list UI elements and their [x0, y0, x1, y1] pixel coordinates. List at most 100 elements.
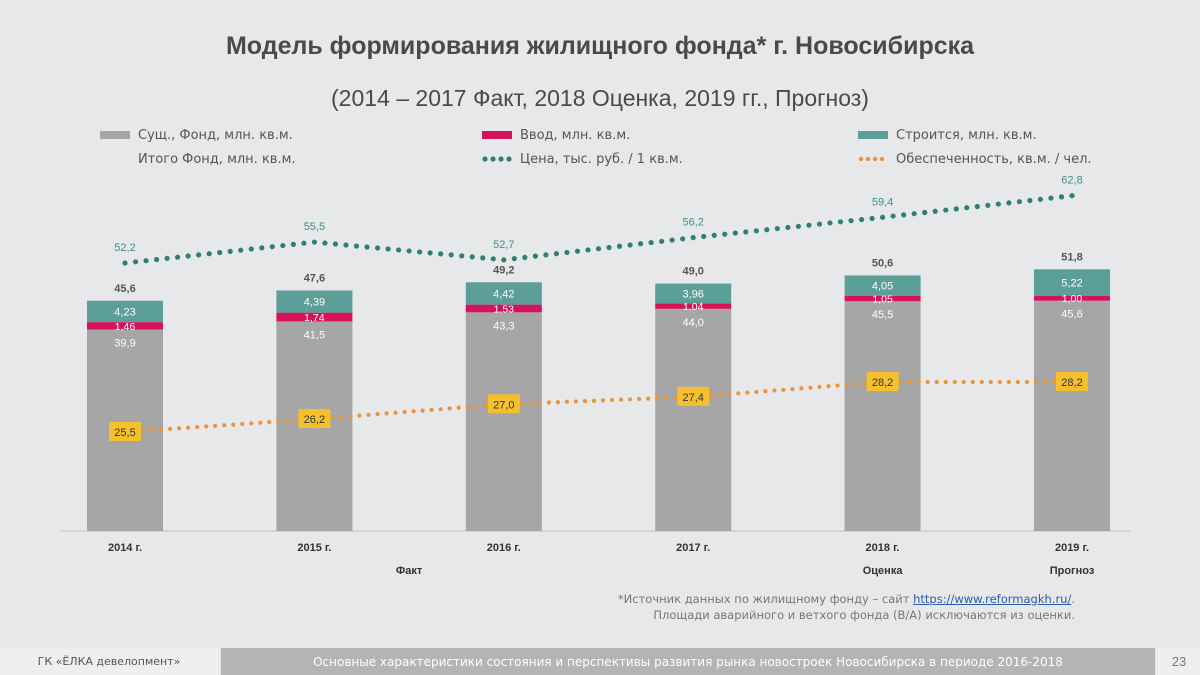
price-line-dot	[680, 236, 686, 242]
legend-existing-label: Сущ., Фонд, млн. кв.м.	[138, 127, 293, 143]
label-total: 50,6	[872, 257, 893, 269]
provision-line-dot	[934, 379, 939, 385]
provision-line-dot	[393, 410, 398, 415]
price-line-dot	[322, 240, 328, 246]
price-line-dot	[880, 214, 886, 220]
period-label: Прогноз	[1050, 565, 1095, 577]
label-under-construction: 4,05	[872, 281, 893, 293]
legend-total: Итого Фонд, млн. кв.м.	[100, 150, 296, 168]
price-line-dot	[711, 232, 717, 238]
price-line-dot	[532, 253, 538, 259]
label-existing: 41,5	[304, 329, 325, 341]
label-under-construction: 4,42	[493, 288, 514, 300]
label-total: 45,6	[114, 283, 135, 295]
provision-line-dot	[862, 381, 867, 386]
legend-existing: Сущ., Фонд, млн. кв.м.	[100, 126, 293, 144]
price-line-dot	[490, 256, 496, 262]
price-line-dot	[406, 248, 412, 254]
provision-line-dot	[231, 422, 236, 427]
price-line-dot	[427, 250, 433, 256]
price-line-dot	[1069, 193, 1075, 199]
provision-line-dot	[167, 426, 173, 432]
price-line-dot	[837, 219, 844, 225]
bar-commissioned	[276, 312, 353, 322]
footnote-suffix: .	[1071, 592, 1075, 606]
legend-provision-dots	[858, 156, 885, 162]
period-label: Оценка	[863, 565, 904, 577]
price-line-dot	[606, 244, 612, 251]
price-line-dot	[732, 230, 738, 236]
footer-caption: Основные характеристики состояния и перс…	[221, 648, 1155, 675]
price-line-dot	[985, 202, 991, 208]
label-under-construction: 4,23	[114, 306, 135, 318]
legend-under-construction-label: Строится, млн. кв.м.	[896, 127, 1037, 143]
provision-line-dot	[186, 425, 191, 430]
price-line-dot	[1016, 199, 1022, 205]
provision-label-box	[1056, 372, 1088, 392]
price-line-dot	[953, 206, 959, 212]
provision-line-dot	[140, 428, 146, 433]
provision-line-dot	[979, 379, 984, 385]
price-line-dot	[1037, 196, 1044, 202]
provision-line-dot	[961, 379, 966, 385]
price-line-dot	[890, 213, 896, 219]
label-existing: 43,3	[493, 320, 514, 332]
price-line-dot	[648, 239, 654, 246]
price-line-dot	[543, 252, 549, 258]
provision-line-dot	[646, 396, 651, 401]
price-label: 62,8	[1061, 175, 1082, 187]
provision-line-dot	[853, 382, 858, 387]
provision-line-dot	[375, 412, 380, 417]
provision-line-dot	[447, 406, 452, 411]
provision-line-dot	[1042, 379, 1048, 385]
price-line-dot	[816, 221, 823, 227]
provision-line-dot	[898, 379, 903, 385]
provision-line-dot	[772, 388, 777, 393]
bar-under-construction	[844, 275, 921, 296]
price-line-dot	[922, 209, 928, 216]
price-line-dot	[585, 247, 591, 253]
provision-line-dot	[402, 409, 407, 415]
legend-commissioned-swatch	[482, 131, 512, 139]
price-line-dot	[438, 251, 444, 257]
provision-label-box	[677, 386, 710, 406]
price-line-dot	[574, 248, 581, 254]
price-line-dot	[143, 258, 149, 264]
label-existing: 45,6	[1061, 309, 1082, 321]
price-line-dot	[764, 227, 770, 233]
provision-line-dot	[267, 420, 272, 425]
provision-line-dot	[240, 421, 245, 427]
legend-provision: Обеспеченность, кв.м. / чел.	[858, 150, 1092, 168]
bar-existing	[655, 308, 732, 531]
price-line-dot	[616, 243, 623, 249]
x-tick-label: 2019 г.	[1055, 542, 1089, 554]
provision-label: 27,0	[493, 399, 514, 411]
provision-line-dot	[258, 420, 263, 425]
label-existing: 39,9	[114, 338, 135, 350]
source-link[interactable]: https://www.reformagkh.ru/	[913, 592, 1072, 606]
price-line-dot	[217, 249, 223, 256]
provision-label: 25,5	[114, 427, 135, 439]
price-line-dot	[185, 253, 191, 259]
price-line-dot	[911, 211, 917, 217]
provision-line-dot	[790, 386, 795, 392]
bar-under-construction	[276, 290, 353, 313]
legend-under-construction: Строится, млн. кв.м.	[858, 126, 1037, 144]
price-line-dot	[1058, 194, 1065, 200]
price-line-dot	[774, 225, 780, 232]
provision-line-dot	[636, 396, 642, 402]
label-total: 49,0	[682, 266, 703, 278]
provision-line-dot	[1015, 379, 1020, 385]
provision-line-dot	[591, 398, 597, 403]
label-commissioned: 1,00	[1062, 293, 1083, 305]
provision-line-dot	[213, 423, 218, 428]
price-line-dot	[332, 241, 339, 247]
provision-line-dot	[826, 384, 831, 389]
provision-line-dot	[673, 395, 678, 400]
legend-existing-swatch	[100, 131, 130, 139]
price-line-dot	[1048, 195, 1054, 201]
bar-under-construction	[655, 283, 732, 304]
provision-label-box	[866, 372, 899, 392]
price-line-dot	[943, 207, 949, 213]
price-line-dot	[311, 239, 317, 245]
